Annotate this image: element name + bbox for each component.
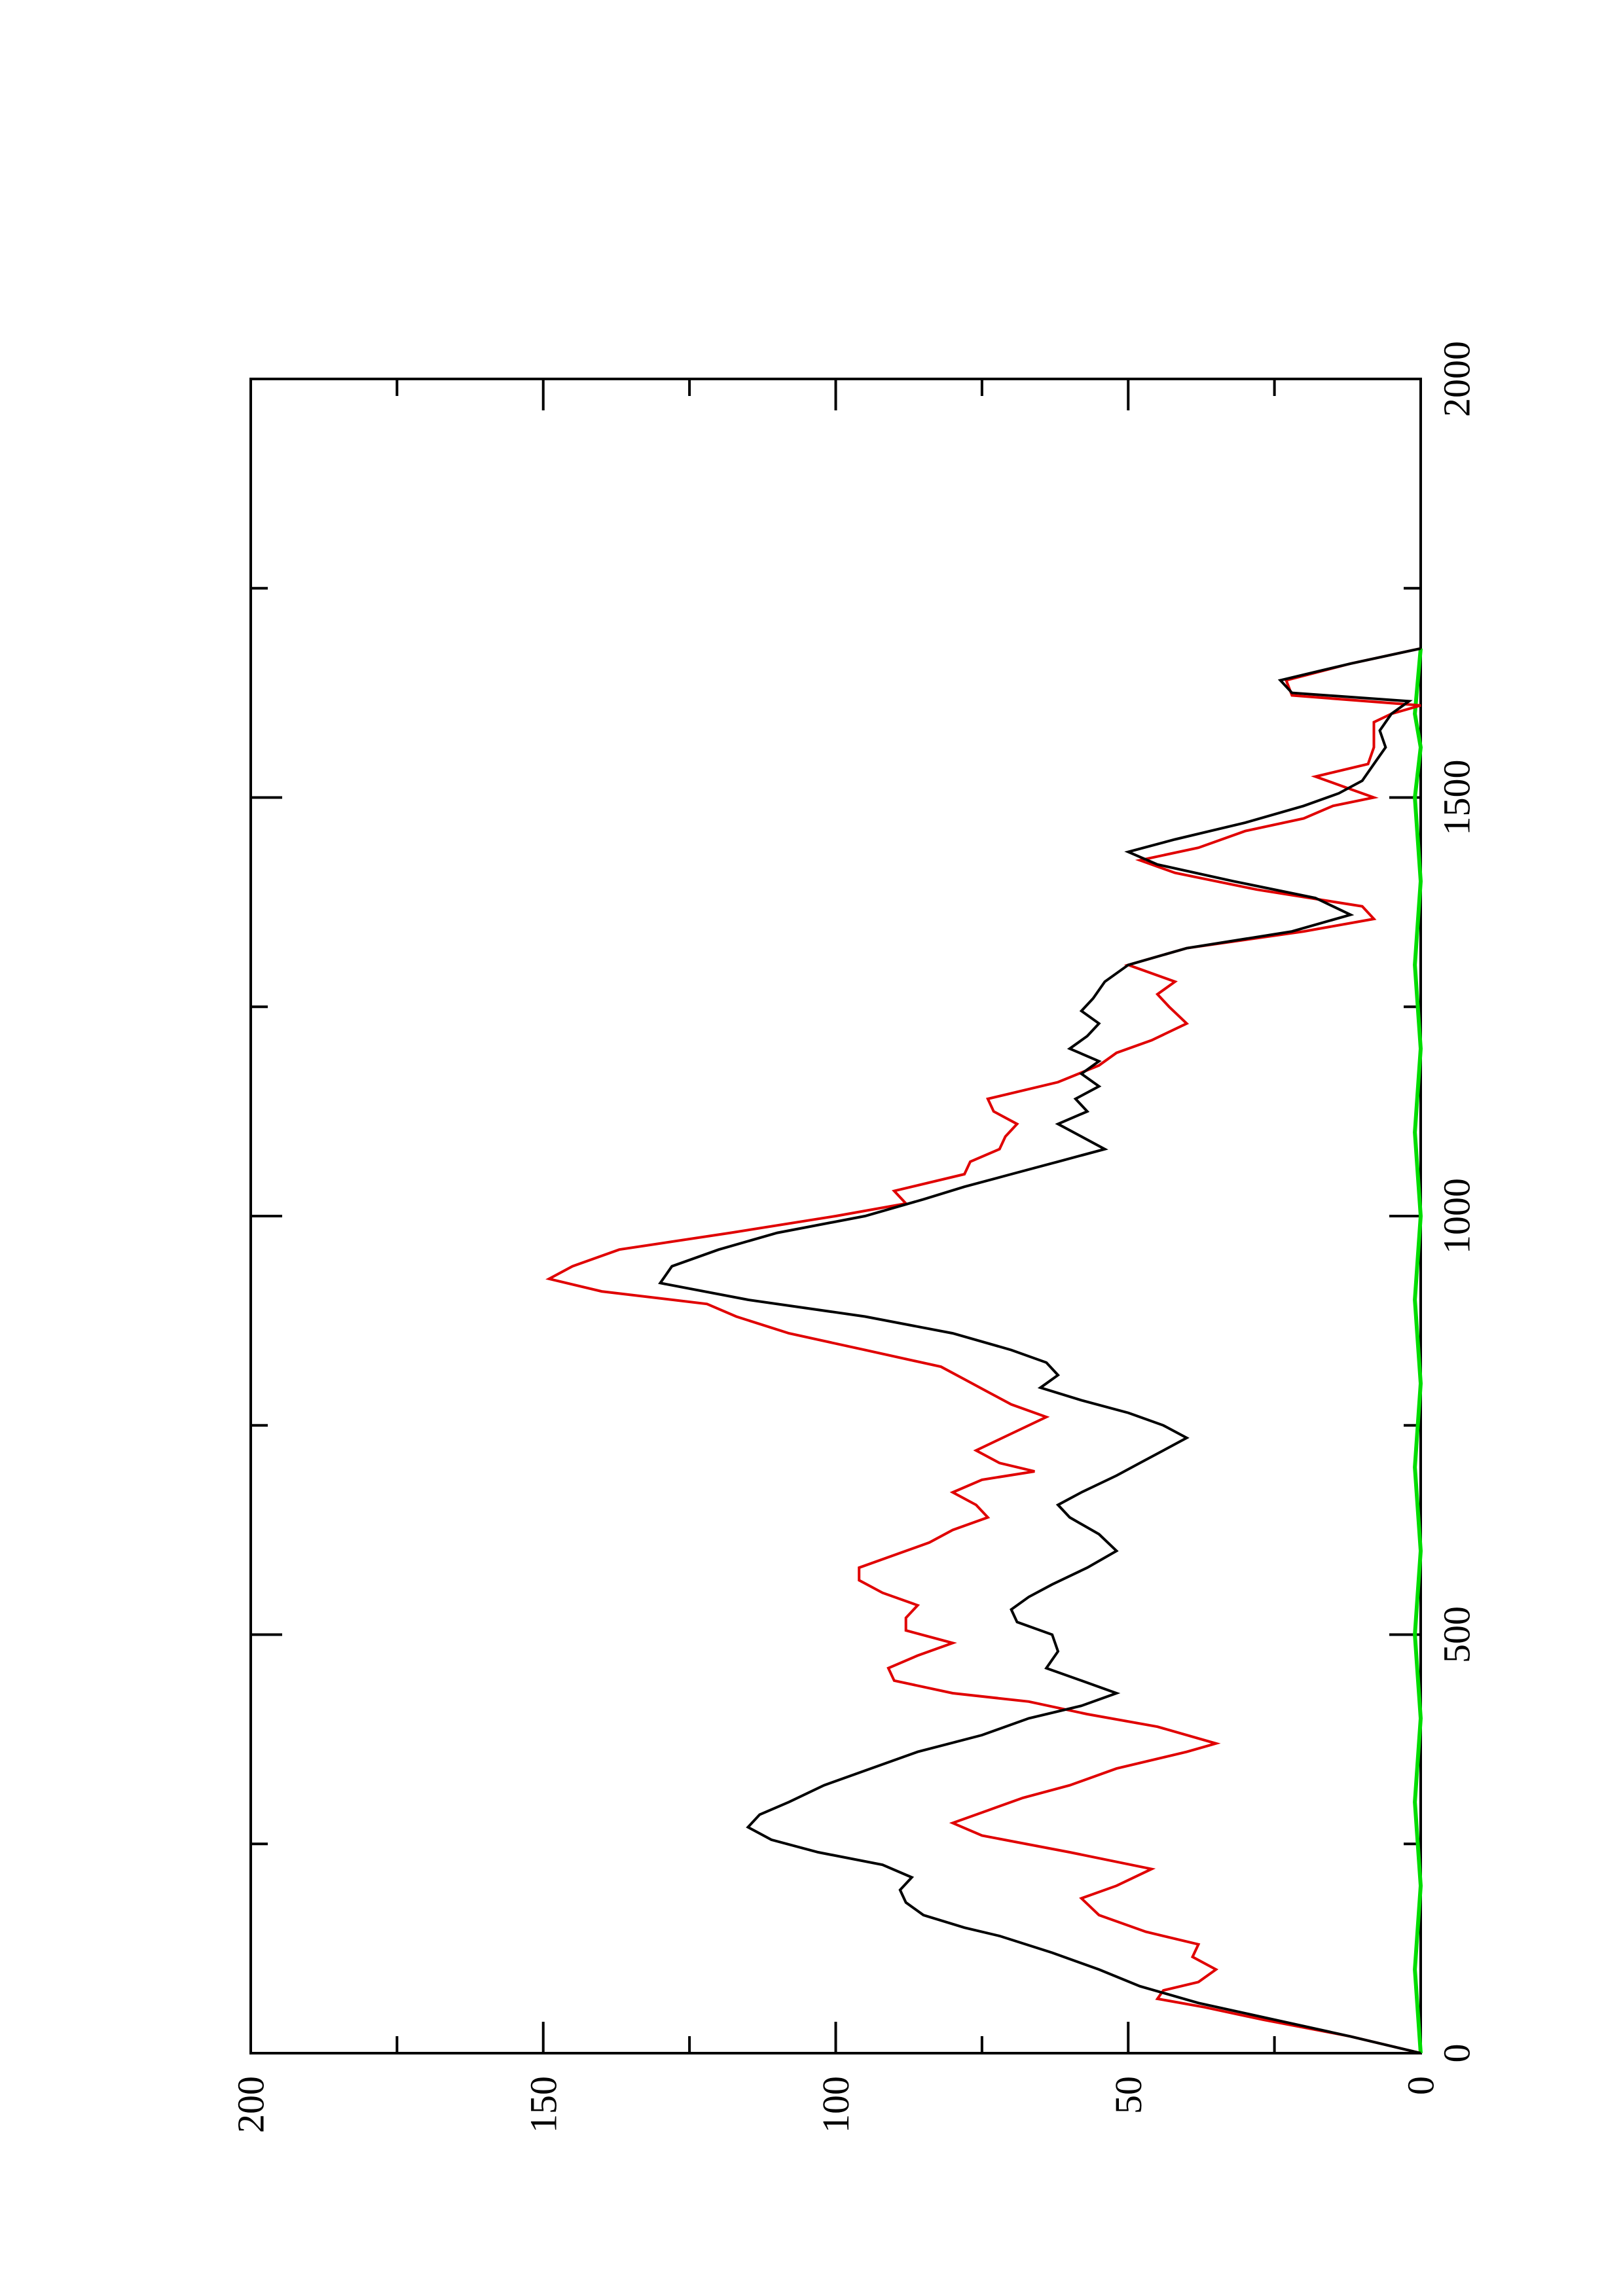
y-tick-label: 50 (1107, 2076, 1150, 2114)
x-tick-label: 500 (1436, 1606, 1478, 1663)
x-tick-label: 1500 (1436, 760, 1478, 836)
series-layer (545, 647, 1423, 2054)
plot-area: 0 500 1000 1500 2000 0 50 100 150 200 (230, 341, 1478, 2133)
y-tick-label: 0 (1400, 2076, 1442, 2095)
x-tick-label: 0 (1436, 2044, 1478, 2063)
y-tick-label: 200 (230, 2076, 272, 2133)
series-line-black (658, 647, 1421, 2054)
y-tick-label: 150 (522, 2076, 564, 2133)
axis-tick-labels: 0 500 1000 1500 2000 0 50 100 150 200 (230, 341, 1478, 2133)
x-tick-label: 2000 (1436, 341, 1478, 417)
x-tick-label: 1000 (1436, 1178, 1478, 1254)
y-tick-label: 100 (814, 2076, 857, 2133)
series-line-red (545, 647, 1421, 2054)
axis-ticks (249, 378, 1422, 2054)
series-line-green (1413, 648, 1423, 2054)
